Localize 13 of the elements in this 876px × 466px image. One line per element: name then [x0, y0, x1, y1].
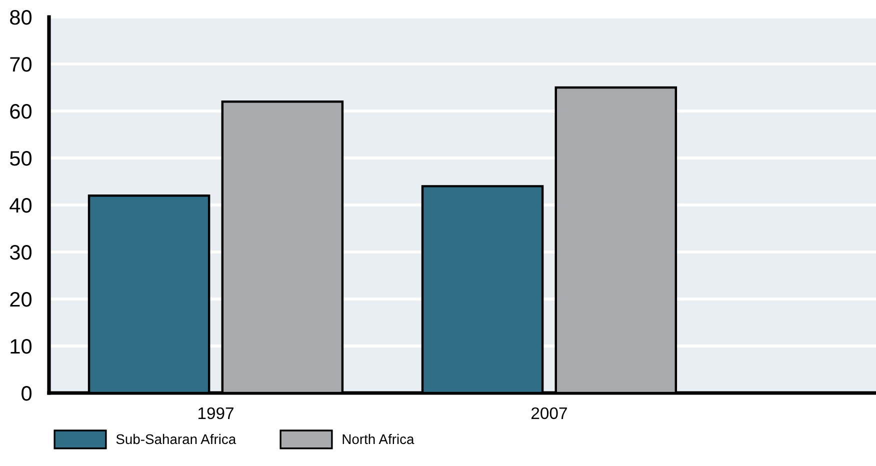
- y-tick-label: 70: [10, 57, 32, 72]
- x-tick-label: 1997: [198, 407, 234, 420]
- x-tick-label: 2007: [532, 407, 567, 420]
- y-tick-label: 20: [10, 292, 32, 307]
- y-tick-label: 0: [22, 386, 32, 401]
- legend-label: North Africa: [342, 434, 414, 444]
- legend-label: Sub-Saharan Africa: [116, 434, 236, 444]
- y-tick-label: 60: [10, 104, 32, 119]
- y-tick-label: 10: [10, 339, 32, 354]
- y-tick-label: 80: [10, 10, 32, 25]
- y-tick-label: 30: [10, 245, 32, 260]
- y-tick-label: 40: [10, 198, 32, 213]
- y-tick-label: 50: [10, 151, 32, 166]
